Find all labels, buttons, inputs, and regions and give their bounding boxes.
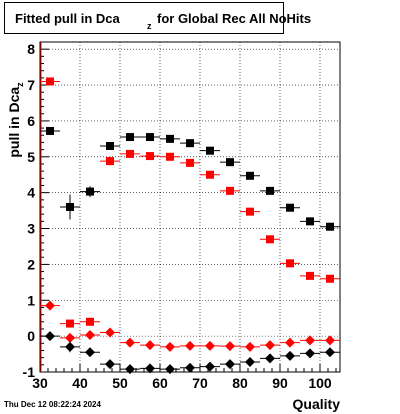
data-point bbox=[106, 142, 114, 151]
data-point bbox=[326, 222, 334, 231]
data-point bbox=[205, 361, 215, 372]
x-tick-label: 100 bbox=[308, 375, 332, 391]
y-tick-label: 6 bbox=[27, 113, 35, 129]
data-point bbox=[145, 363, 155, 374]
x-tick-label: 50 bbox=[112, 375, 128, 391]
series-3 bbox=[40, 331, 340, 375]
data-point bbox=[146, 152, 154, 161]
data-point bbox=[65, 341, 75, 352]
data-point bbox=[105, 359, 115, 370]
data-point bbox=[166, 152, 174, 161]
y-tick-label: 7 bbox=[27, 77, 35, 93]
y-tick-label: 5 bbox=[27, 149, 35, 165]
data-point bbox=[126, 149, 134, 158]
data-point bbox=[165, 364, 175, 375]
data-point bbox=[286, 203, 294, 212]
x-tick-label: 90 bbox=[272, 375, 288, 391]
data-point bbox=[306, 271, 314, 280]
data-point bbox=[106, 157, 114, 166]
y-tick-label: 1 bbox=[27, 292, 35, 308]
data-point bbox=[85, 347, 95, 358]
data-point bbox=[185, 340, 195, 351]
data-point bbox=[126, 133, 134, 142]
data-point bbox=[85, 330, 95, 341]
data-point bbox=[46, 77, 54, 86]
y-tick-label: 2 bbox=[27, 256, 35, 272]
data-point bbox=[185, 362, 195, 373]
data-point bbox=[145, 340, 155, 351]
data-point bbox=[105, 327, 115, 338]
data-point bbox=[285, 350, 295, 361]
y-tick-label: 4 bbox=[27, 185, 35, 201]
data-point bbox=[86, 187, 94, 196]
x-axis-label: Quality bbox=[292, 396, 340, 412]
timestamp: Thu Dec 12 08:22:24 2024 bbox=[4, 400, 101, 409]
data-point bbox=[226, 186, 234, 195]
data-point bbox=[146, 133, 154, 142]
y-tick-label: -1 bbox=[23, 364, 36, 380]
x-tick-label: 30 bbox=[32, 375, 48, 391]
data-point bbox=[166, 134, 174, 143]
data-point bbox=[265, 353, 275, 364]
data-point bbox=[225, 341, 235, 352]
data-point bbox=[205, 340, 215, 351]
y-tick-label: 3 bbox=[27, 221, 35, 237]
data-point bbox=[66, 203, 74, 211]
data-point bbox=[325, 335, 335, 346]
data-point bbox=[325, 347, 335, 358]
data-point bbox=[305, 348, 315, 359]
data-point bbox=[66, 319, 74, 328]
data-point bbox=[246, 171, 254, 180]
y-axis-label: pull in Dcaz bbox=[6, 82, 25, 158]
data-point bbox=[265, 340, 275, 351]
data-point bbox=[125, 337, 135, 348]
data-point bbox=[45, 300, 55, 311]
x-tick-label: 60 bbox=[152, 375, 168, 391]
data-point bbox=[86, 317, 94, 326]
data-point bbox=[65, 332, 75, 343]
data-point bbox=[186, 158, 194, 167]
data-point bbox=[326, 274, 334, 283]
x-tick-label: 80 bbox=[232, 375, 248, 391]
data-point bbox=[286, 259, 294, 268]
plot-frame bbox=[39, 41, 341, 373]
x-tick-label: 70 bbox=[192, 375, 208, 391]
data-point bbox=[125, 364, 135, 375]
data-point bbox=[165, 341, 175, 352]
data-point bbox=[45, 331, 55, 342]
data-point bbox=[206, 170, 214, 179]
y-tick-label: 8 bbox=[27, 41, 35, 57]
data-point bbox=[266, 235, 274, 244]
data-point bbox=[305, 335, 315, 346]
y-tick-label: 0 bbox=[27, 328, 35, 344]
axis-ticks: 30 40 50 60 70 80 90 100 -1 0 1 2 3 4 5 6 7 8 bbox=[23, 41, 337, 391]
series-0 bbox=[40, 126, 340, 231]
data-point bbox=[226, 158, 234, 167]
series-layer bbox=[40, 77, 340, 375]
data-point bbox=[246, 207, 254, 216]
chart-title-main: Fitted pull in Dca bbox=[15, 11, 120, 26]
x-tick-label: 40 bbox=[72, 375, 88, 391]
data-point bbox=[46, 126, 54, 135]
data-point bbox=[285, 337, 295, 348]
chart-title-suffix: for Global Rec All NoHits bbox=[157, 11, 312, 26]
data-point bbox=[266, 186, 274, 195]
data-point bbox=[245, 341, 255, 352]
data-point bbox=[245, 356, 255, 367]
title-box: Fitted pull in Dca z for Global Rec All … bbox=[4, 2, 311, 34]
chart-title-subscript: z bbox=[147, 21, 152, 31]
data-point bbox=[186, 139, 194, 148]
series-2 bbox=[40, 300, 340, 352]
grid-layer bbox=[39, 42, 340, 373]
data-point bbox=[306, 217, 314, 226]
series-1 bbox=[40, 77, 340, 328]
data-point bbox=[225, 359, 235, 370]
data-point bbox=[206, 146, 214, 155]
